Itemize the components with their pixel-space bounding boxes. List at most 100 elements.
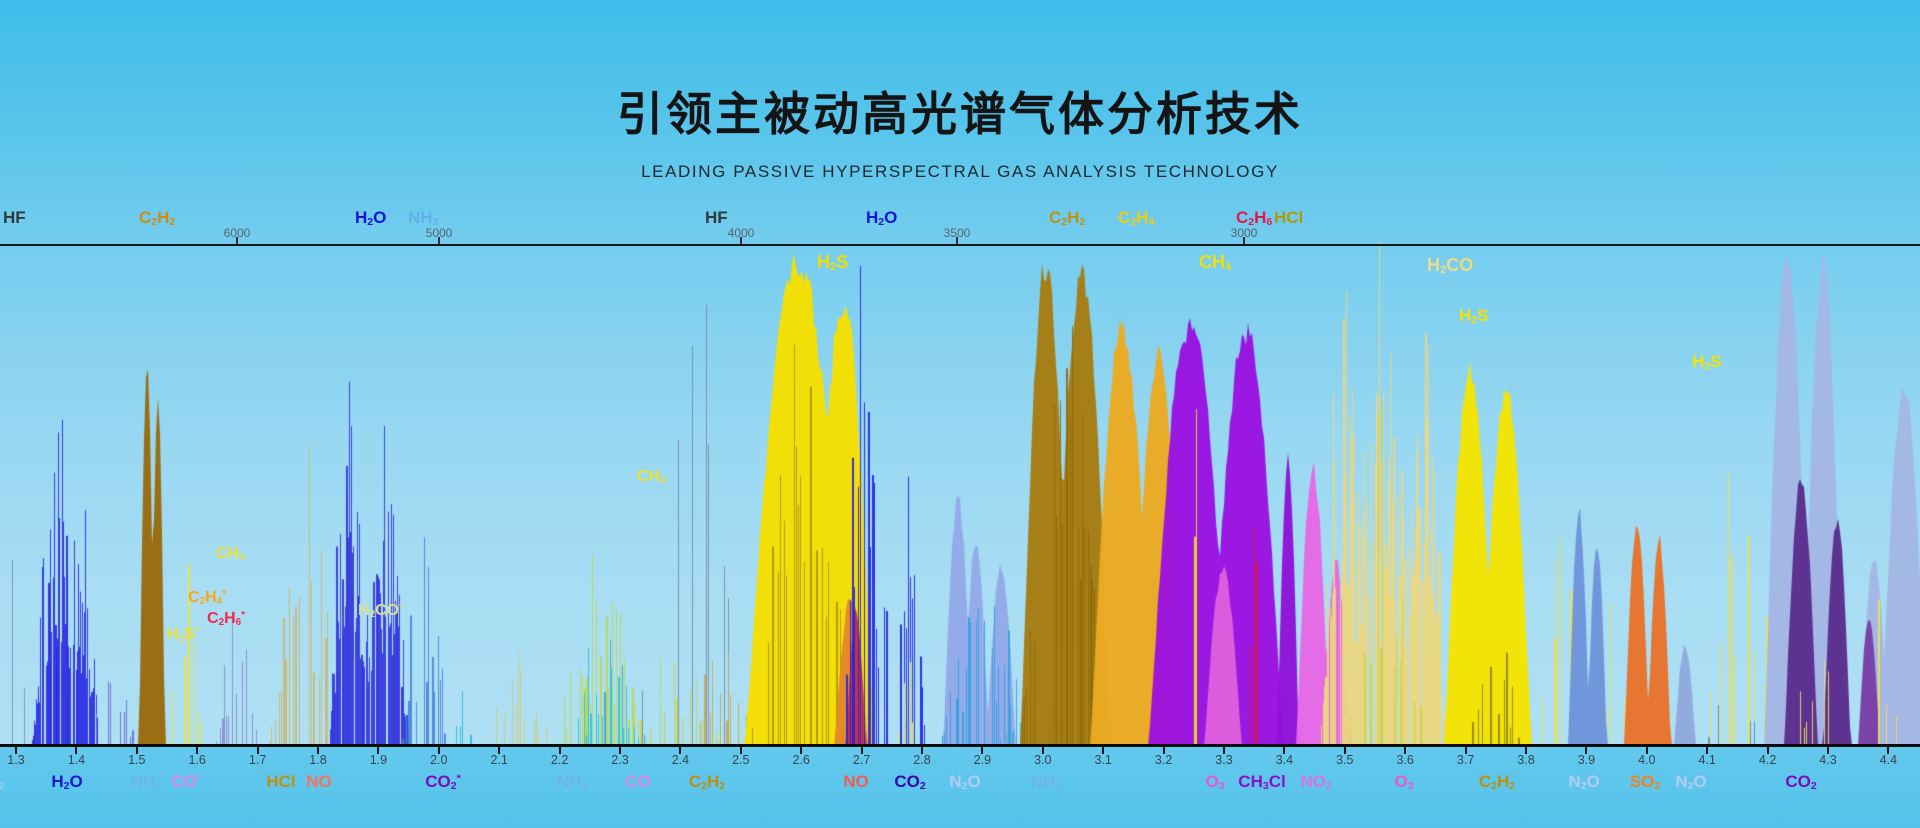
bottom-axis-tick <box>437 747 440 754</box>
bottom-axis-tick-label: 4.1 <box>1698 753 1716 767</box>
bottom-axis-tick <box>1162 747 1165 754</box>
top-axis-line <box>0 244 1920 246</box>
bottom-axis-gas-label: N2O <box>949 772 981 793</box>
plot-gas-label: CH4 <box>216 545 245 563</box>
bottom-axis-tick <box>1766 747 1769 754</box>
bottom-axis-gas-label: O3 <box>1394 772 1414 793</box>
top-axis-gas-label: C2H2 <box>1049 208 1086 229</box>
bottom-axis-tick-label: 4.0 <box>1638 753 1656 767</box>
bottom-axis-tick-label: 2.6 <box>792 753 810 767</box>
bottom-axis-tick-label: 3.9 <box>1577 753 1596 767</box>
bottom-axis-tick <box>739 747 742 754</box>
bottom-axis-tick-label: 3.1 <box>1094 753 1112 767</box>
bottom-axis-tick-label: 4.3 <box>1819 753 1837 767</box>
top-axis-tick <box>236 237 238 244</box>
bottom-axis-tick-label: 2.3 <box>611 753 629 767</box>
bottom-axis-tick <box>377 747 380 754</box>
top-axis-tick-label: 3500 <box>943 226 971 240</box>
bottom-axis-tick-label: 3.7 <box>1456 753 1475 767</box>
bottom-axis-tick-label: 2.0 <box>430 753 448 767</box>
bottom-axis-tick-label: 2.7 <box>852 753 871 767</box>
bottom-axis-gas-label: NO <box>843 772 869 791</box>
bottom-axis-tick-label: 2.9 <box>973 753 992 767</box>
bottom-axis-gas-label: C2H2 <box>1478 772 1516 793</box>
bottom-axis-tick-label: 4.2 <box>1758 753 1777 767</box>
top-axis-tick <box>956 237 958 244</box>
bottom-axis-gas-label: NH3* <box>130 772 166 793</box>
bottom-axis-tick-label: 1.8 <box>309 753 327 767</box>
bottom-axis-tick-label: 3.6 <box>1396 753 1414 767</box>
bottom-axis-tick-label: 3.2 <box>1154 753 1173 767</box>
bottom-axis-gas-label: N2O <box>1675 772 1707 793</box>
bottom-axis-tick-label: 2.8 <box>913 753 931 767</box>
bottom-axis-tick <box>196 747 199 754</box>
bottom-axis-tick-label: 2.2 <box>550 753 569 767</box>
bottom-axis-tick <box>1283 747 1286 754</box>
bottom-axis-tick <box>619 747 621 754</box>
bottom-axis-tick <box>135 747 138 754</box>
bottom-axis-tick <box>800 747 803 754</box>
top-axis-gas-label: HCl <box>1274 208 1304 227</box>
bottom-axis-gas-label: CO2 <box>1785 772 1817 793</box>
bottom-axis-tick <box>498 747 501 754</box>
bottom-axis-tick-label: 3.4 <box>1275 753 1294 767</box>
bottom-axis-tick <box>1041 747 1044 754</box>
top-axis-gas-label: C2H4 <box>1118 208 1155 229</box>
page-title: 引领主被动高光谱气体分析技术 <box>617 88 1303 140</box>
top-axis-gas-label: H2O <box>866 208 898 229</box>
bottom-axis-tick <box>921 747 923 754</box>
bottom-axis-tick-label: 2.4 <box>671 753 690 767</box>
top-axis-tick-label: 6000 <box>223 226 251 240</box>
top-axis-tick-label: 5000 <box>425 226 453 240</box>
plot-gas-label: C2H6* <box>207 610 246 628</box>
bottom-axis-tick <box>1464 747 1467 754</box>
bottom-axis-gas-label: HCl <box>266 772 296 791</box>
bottom-axis-tick <box>1585 747 1588 754</box>
top-axis-gas-label: C2H6 <box>1236 208 1273 229</box>
plot-gas-label: H2CO <box>1427 255 1474 277</box>
bottom-axis-tick <box>15 747 17 754</box>
bottom-axis-gas-label: N2O <box>1568 772 1600 793</box>
top-axis-gas-label: HF <box>3 208 26 227</box>
bottom-axis-tick-label: 4.4 <box>1879 753 1898 767</box>
bottom-axis-tick-label: 1.5 <box>128 753 146 767</box>
bottom-axis-tick-label: 3.0 <box>1034 753 1052 767</box>
bottom-axis-tick <box>75 747 78 754</box>
bottom-axis-tick <box>1827 747 1829 754</box>
bottom-axis-tick <box>558 747 561 754</box>
bottom-axis-tick <box>860 747 863 754</box>
top-axis-gas-label: NH3 <box>408 208 439 229</box>
bottom-axis-line <box>0 744 1920 747</box>
top-axis-tick-label: 4000 <box>727 226 755 240</box>
top-axis-gas-label: C2H2 <box>139 208 176 229</box>
plot-gas-label: CH4 <box>1199 252 1232 274</box>
bottom-axis-gas-label: NH3 <box>556 772 588 793</box>
bottom-axis-tick-label: 3.5 <box>1336 753 1354 767</box>
bottom-axis-gas-label: NO2 <box>1300 772 1332 793</box>
bottom-axis-gas-label: O3 <box>1205 772 1225 793</box>
bottom-axis-tick <box>1102 747 1105 754</box>
bottom-axis-gas-label: CH3Cl <box>1238 772 1286 793</box>
plot-gas-label: H2S <box>817 252 849 274</box>
bottom-axis-tick-label: 2.5 <box>732 753 750 767</box>
top-axis-tick <box>740 237 742 244</box>
plot-gas-label: H2S <box>1459 306 1489 327</box>
top-axis-tick-label: 3000 <box>1230 226 1258 240</box>
bottom-axis-tick-label: 1.3 <box>7 753 25 767</box>
plot-gas-label: H2S* <box>167 626 199 644</box>
plot-gas-label: H2S <box>1692 352 1722 373</box>
bottom-axis-tick <box>1343 747 1346 754</box>
plot-gas-label: H2CO* <box>358 602 403 620</box>
bottom-axis-gas-label: NH3 <box>1030 772 1062 793</box>
bottom-axis-tick <box>981 747 984 754</box>
bottom-axis-gas-label: 2 <box>0 780 5 793</box>
page-subtitle: LEADING PASSIVE HYPERSPECTRAL GAS ANALYS… <box>641 162 1279 181</box>
bottom-axis-tick-label: 2.1 <box>490 753 508 767</box>
top-axis-gas-label: H2O <box>355 208 387 229</box>
bottom-axis-tick <box>679 747 682 754</box>
bottom-axis-gas-label: C2H2 <box>688 772 726 793</box>
bottom-axis-tick-label: 3.8 <box>1517 753 1535 767</box>
top-axis-gas-label: HF <box>705 208 728 227</box>
